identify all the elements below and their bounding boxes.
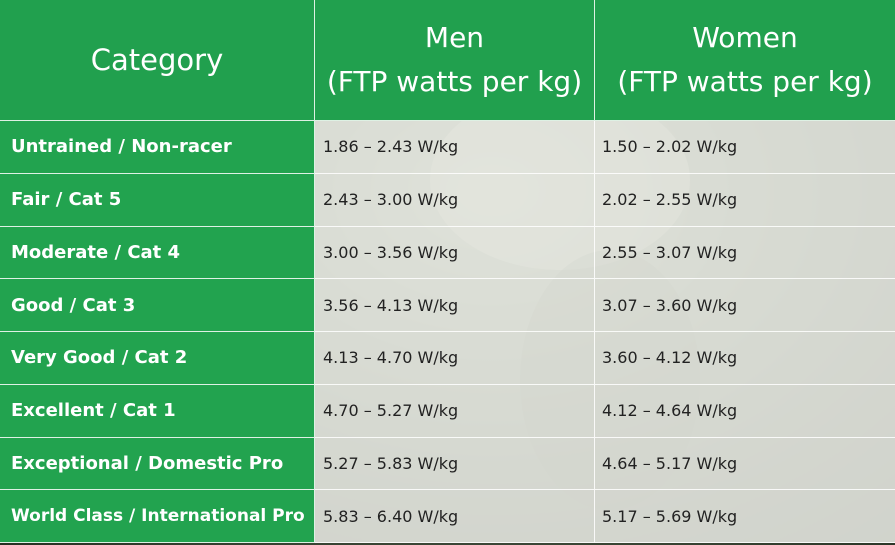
- category-cell: World Class / International Pro: [0, 490, 315, 543]
- category-cell: Fair / Cat 5: [0, 173, 315, 227]
- men-value-cell: 4.13 – 4.70 W/kg: [315, 332, 595, 385]
- men-value-cell: 3.56 – 4.13 W/kg: [315, 279, 595, 332]
- header-category: Category: [0, 0, 315, 121]
- men-value-cell: 2.43 – 3.00 W/kg: [315, 173, 595, 227]
- men-value-cell: 4.70 – 5.27 W/kg: [315, 384, 595, 438]
- category-cell: Very Good / Cat 2: [0, 332, 315, 385]
- women-value-cell: 5.17 – 5.69 W/kg: [595, 490, 895, 543]
- category-cell: Excellent / Cat 1: [0, 384, 315, 438]
- header-women-line1: Women: [692, 21, 798, 54]
- women-value-cell: 4.64 – 5.17 W/kg: [595, 437, 895, 491]
- header-women-line2: (FTP watts per kg): [617, 65, 873, 98]
- women-value-cell: 2.02 – 2.55 W/kg: [595, 173, 895, 227]
- category-cell: Good / Cat 3: [0, 279, 315, 332]
- category-cell: Moderate / Cat 4: [0, 226, 315, 280]
- header-men-line2: (FTP watts per kg): [326, 65, 583, 98]
- women-value-cell: 1.50 – 2.02 W/kg: [595, 121, 895, 174]
- women-value-cell: 4.12 – 4.64 W/kg: [595, 384, 895, 438]
- men-value-cell: 5.83 – 6.40 W/kg: [315, 490, 595, 543]
- women-value-cell: 3.60 – 4.12 W/kg: [595, 332, 895, 385]
- women-value-cell: 2.55 – 3.07 W/kg: [595, 226, 895, 280]
- women-value-cell: 3.07 – 3.60 W/kg: [595, 279, 895, 332]
- men-value-cell: 3.00 – 3.56 W/kg: [315, 226, 595, 280]
- header-men-line1: Men: [424, 21, 485, 54]
- header-women: Women (FTP watts per kg): [595, 0, 895, 121]
- men-value-cell: 5.27 – 5.83 W/kg: [315, 437, 595, 491]
- category-cell: Untrained / Non-racer: [0, 121, 315, 174]
- category-cell: Exceptional / Domestic Pro: [0, 437, 315, 491]
- header-category-label: Category: [90, 43, 224, 77]
- header-men: Men (FTP watts per kg): [315, 0, 595, 121]
- men-value-cell: 1.86 – 2.43 W/kg: [315, 121, 595, 174]
